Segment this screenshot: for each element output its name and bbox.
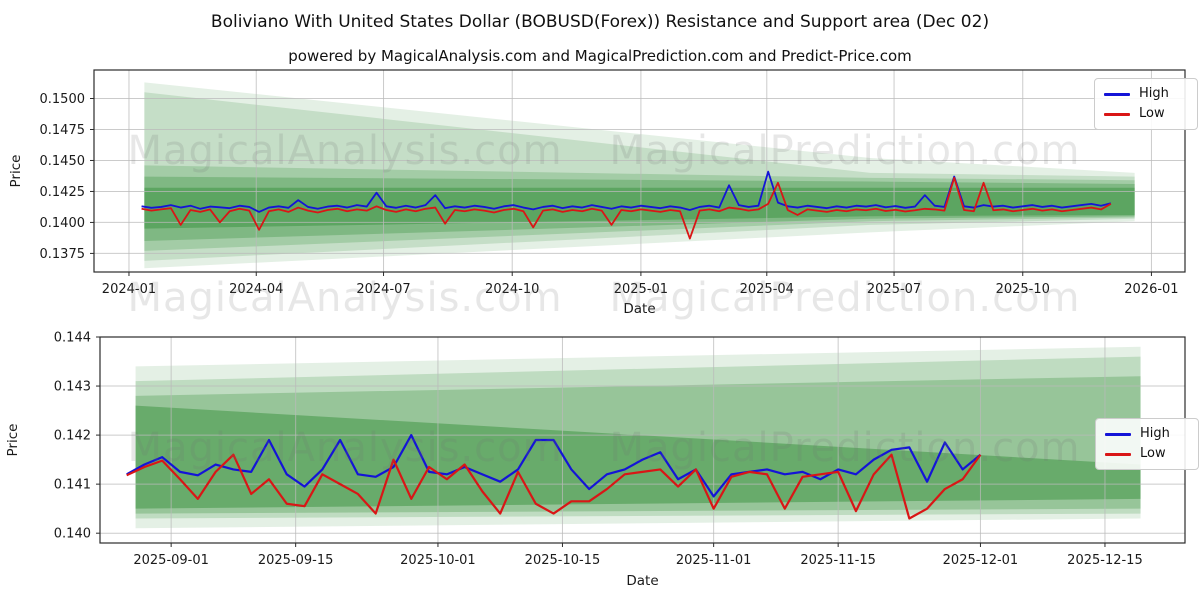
- bottom-chart-legend: High Low: [1095, 418, 1199, 470]
- legend-item-high: High: [1105, 424, 1189, 444]
- y-tick-label: 0.140: [54, 527, 91, 542]
- support-resistance-band: [144, 165, 1135, 251]
- high-line-swatch: [1105, 432, 1131, 436]
- x-tick-label: 2025-09-15: [258, 553, 334, 568]
- x-tick-label: 2025-11-01: [676, 553, 752, 568]
- low-line-swatch: [1104, 112, 1130, 116]
- x-tick-label: 2025-12-01: [943, 553, 1019, 568]
- y-tick-label: 0.1425: [40, 185, 86, 200]
- y-tick-label: 0.144: [54, 331, 91, 346]
- legend-label-high: High: [1140, 426, 1170, 441]
- legend-label-low: Low: [1139, 106, 1165, 121]
- y-axis-label: Price: [8, 155, 24, 188]
- x-tick-label: 2025-10-01: [400, 553, 476, 568]
- y-tick-label: 0.1400: [40, 216, 86, 231]
- y-tick-label: 0.141: [54, 478, 91, 493]
- x-tick-label: 2024-07: [356, 282, 410, 297]
- low-line: [141, 176, 1112, 240]
- x-tick-label: 2026-01: [1124, 282, 1178, 297]
- support-resistance-band: [144, 82, 1135, 269]
- x-axis-label: Date: [626, 573, 658, 589]
- y-tick-label: 0.1450: [40, 154, 86, 169]
- legend-item-low: Low: [1104, 104, 1188, 124]
- low-line-swatch: [1105, 452, 1131, 456]
- x-tick-label: 2024-01: [102, 282, 156, 297]
- support-resistance-band: [144, 187, 1135, 229]
- x-axis-label: Date: [623, 301, 655, 317]
- legend-item-high: High: [1104, 84, 1188, 104]
- high-line-swatch: [1104, 92, 1130, 96]
- y-tick-label: 0.1375: [40, 247, 86, 262]
- y-axis-label: Price: [5, 424, 21, 457]
- x-tick-label: 2025-11-15: [800, 553, 876, 568]
- x-tick-label: 2025-10: [996, 282, 1050, 297]
- chart-subtitle: powered by MagicalAnalysis.com and Magic…: [288, 47, 912, 65]
- high-line: [126, 433, 982, 498]
- y-tick-label: 0.1475: [40, 123, 86, 138]
- legend-label-high: High: [1139, 86, 1169, 101]
- x-tick-label: 2025-12-15: [1067, 553, 1143, 568]
- support-resistance-band: [144, 92, 1135, 261]
- x-tick-label: 2025-04: [740, 282, 794, 297]
- y-tick-label: 0.143: [54, 380, 91, 395]
- x-tick-label: 2025-09-01: [133, 553, 209, 568]
- x-tick-label: 2025-01: [614, 282, 668, 297]
- x-tick-label: 2025-10-15: [525, 553, 601, 568]
- x-tick-label: 2024-04: [229, 282, 283, 297]
- y-tick-label: 0.1500: [40, 92, 86, 107]
- legend-item-low: Low: [1105, 444, 1189, 464]
- low-line: [126, 453, 982, 520]
- chart-title: Boliviano With United States Dollar (BOB…: [210, 12, 990, 32]
- x-tick-label: 2024-10: [485, 282, 539, 297]
- y-tick-label: 0.142: [54, 429, 91, 444]
- top-chart-legend: High Low: [1094, 78, 1198, 130]
- legend-label-low: Low: [1140, 446, 1166, 461]
- axes-border: [93, 69, 1186, 273]
- x-tick-label: 2025-07: [867, 282, 921, 297]
